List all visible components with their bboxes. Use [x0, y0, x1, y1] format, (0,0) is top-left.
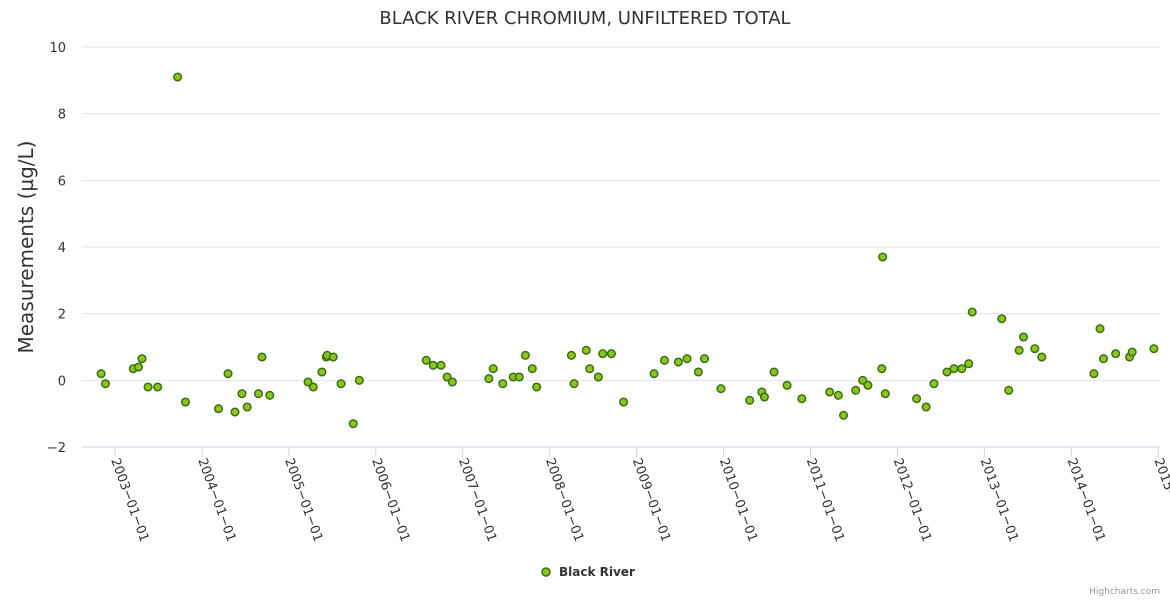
data-point[interactable]: [797, 394, 807, 404]
data-point[interactable]: [1149, 344, 1159, 354]
data-point[interactable]: [237, 389, 247, 399]
data-point[interactable]: [230, 407, 240, 417]
data-point[interactable]: [693, 367, 703, 377]
data-point[interactable]: [1111, 349, 1121, 359]
data-point[interactable]: [825, 387, 835, 397]
data-point[interactable]: [498, 379, 508, 389]
legend[interactable]: Black River: [541, 565, 635, 579]
data-point[interactable]: [569, 379, 579, 389]
data-point[interactable]: [308, 382, 318, 392]
legend-item-black-river[interactable]: Black River: [559, 565, 635, 579]
data-point[interactable]: [328, 352, 338, 362]
data-point[interactable]: [585, 364, 595, 374]
data-point[interactable]: [527, 364, 537, 374]
y-tick-label: 6: [58, 174, 66, 189]
data-point[interactable]: [1127, 347, 1137, 357]
data-point[interactable]: [265, 390, 275, 400]
data-point[interactable]: [348, 419, 358, 429]
data-point[interactable]: [659, 355, 670, 365]
data-point[interactable]: [354, 375, 364, 385]
data-point[interactable]: [912, 394, 922, 404]
data-point[interactable]: [1037, 352, 1047, 362]
data-point[interactable]: [769, 367, 779, 377]
data-point[interactable]: [173, 72, 183, 82]
data-point[interactable]: [759, 392, 769, 402]
data-point[interactable]: [877, 364, 887, 374]
data-point[interactable]: [520, 350, 530, 360]
data-point[interactable]: [964, 359, 974, 369]
data-point[interactable]: [180, 397, 191, 407]
data-point[interactable]: [100, 379, 111, 389]
y-tick-label: 4: [58, 241, 66, 256]
data-point[interactable]: [863, 380, 873, 390]
data-point[interactable]: [929, 379, 939, 389]
data-point[interactable]: [673, 357, 683, 367]
data-point[interactable]: [421, 355, 431, 365]
data-point[interactable]: [223, 369, 233, 379]
data-point[interactable]: [447, 377, 457, 387]
data-point[interactable]: [745, 395, 755, 405]
data-point[interactable]: [880, 389, 890, 399]
data-point[interactable]: [782, 380, 792, 390]
data-point[interactable]: [428, 360, 438, 370]
data-point[interactable]: [878, 252, 888, 262]
data-point[interactable]: [699, 354, 710, 364]
data-point[interactable]: [598, 349, 608, 359]
data-point[interactable]: [153, 382, 163, 392]
data-point[interactable]: [1004, 385, 1014, 395]
data-point[interactable]: [1095, 324, 1105, 334]
data-point[interactable]: [997, 314, 1007, 324]
y-tick-label: 8: [58, 108, 66, 123]
data-point[interactable]: [532, 382, 542, 392]
data-point[interactable]: [484, 374, 494, 384]
data-point[interactable]: [488, 364, 498, 374]
data-point[interactable]: [716, 384, 726, 394]
data-point[interactable]: [593, 372, 603, 382]
data-point[interactable]: [942, 367, 952, 377]
data-point[interactable]: [949, 364, 959, 374]
data-point[interactable]: [682, 354, 692, 364]
data-point[interactable]: [851, 385, 861, 395]
data-point[interactable]: [619, 397, 629, 407]
y-tick-label: 0: [58, 374, 66, 389]
y-axis: −2 0 2 4 6 8 10: [47, 41, 66, 456]
data-point[interactable]: [921, 402, 931, 412]
data-point[interactable]: [253, 389, 264, 399]
data-point[interactable]: [839, 410, 849, 420]
data-point[interactable]: [96, 369, 106, 379]
credits-link[interactable]: Highcharts.com: [1089, 587, 1160, 597]
data-point[interactable]: [606, 349, 616, 359]
data-point[interactable]: [1014, 345, 1024, 355]
y-tick-label: 2: [58, 308, 66, 323]
data-point[interactable]: [143, 382, 153, 392]
data-point[interactable]: [257, 352, 267, 362]
data-point[interactable]: [137, 354, 147, 364]
data-point[interactable]: [1089, 369, 1099, 379]
data-point[interactable]: [242, 402, 252, 412]
data-point[interactable]: [514, 372, 524, 382]
data-point[interactable]: [581, 345, 591, 355]
series-black-river[interactable]: [96, 72, 1159, 429]
data-point[interactable]: [967, 307, 977, 317]
data-point[interactable]: [1018, 332, 1029, 342]
chart-title: BLACK RIVER CHROMIUM, UNFILTERED TOTAL: [379, 8, 790, 29]
data-point[interactable]: [133, 362, 144, 372]
y-tick-label: 10: [49, 41, 66, 56]
data-point[interactable]: [833, 390, 843, 400]
legend-marker[interactable]: [541, 567, 551, 577]
data-point[interactable]: [649, 369, 659, 379]
data-point[interactable]: [436, 360, 446, 370]
data-point[interactable]: [566, 350, 576, 360]
data-point[interactable]: [1098, 354, 1109, 364]
data-point[interactable]: [317, 367, 327, 377]
data-point[interactable]: [213, 404, 224, 414]
y-tick-label: −2: [47, 441, 66, 456]
data-point[interactable]: [1030, 344, 1040, 354]
y-axis-title: Measurements (µg/L): [14, 141, 38, 354]
data-point[interactable]: [336, 379, 346, 389]
data-point[interactable]: [957, 364, 967, 374]
